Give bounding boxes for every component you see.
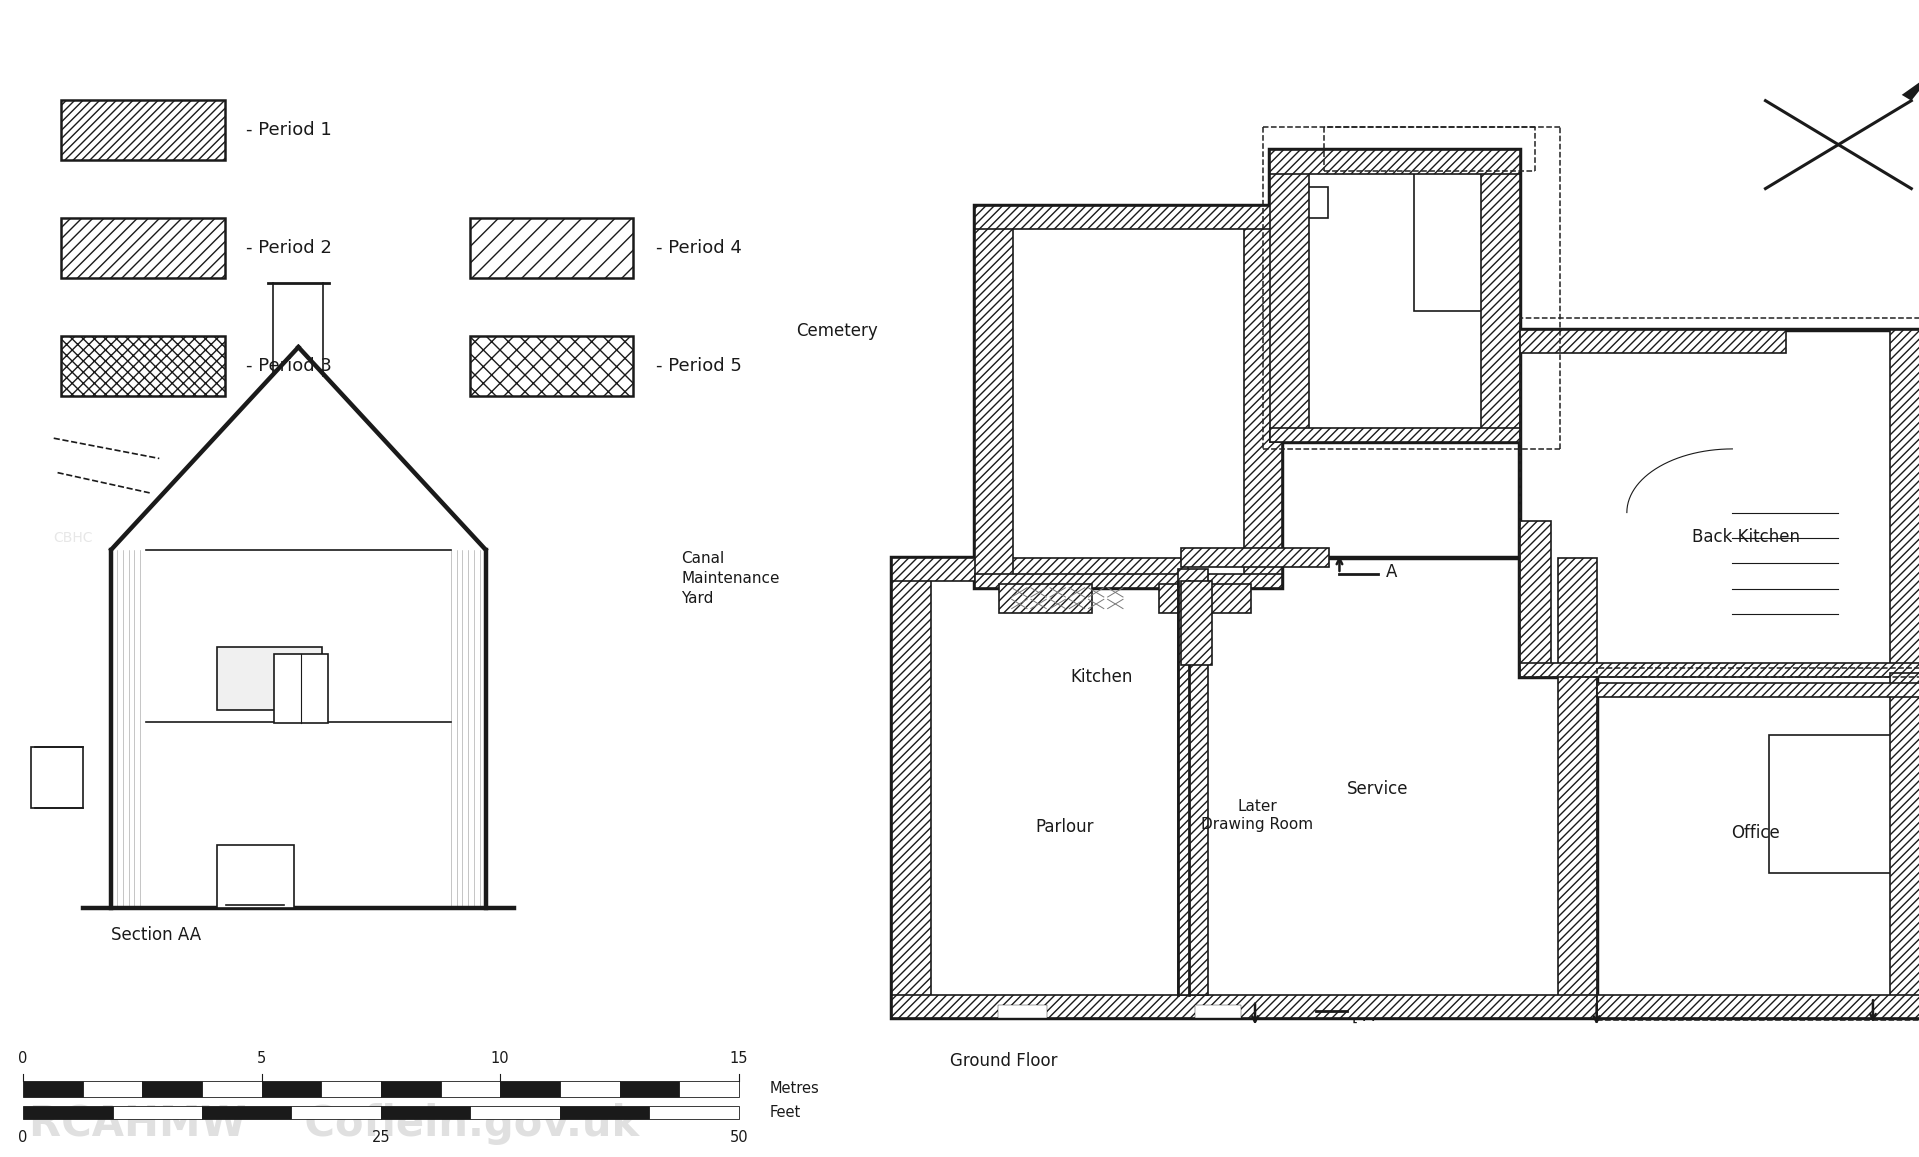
Bar <box>320 1081 380 1097</box>
Bar <box>975 206 1013 588</box>
Bar <box>1000 584 1092 613</box>
Text: 15: 15 <box>729 1051 748 1066</box>
Text: - Period 4: - Period 4 <box>656 238 743 257</box>
Text: Section AA: Section AA <box>111 926 201 944</box>
Bar <box>1597 673 1919 1018</box>
Text: CBHC: CBHC <box>54 531 94 545</box>
Text: Parlour: Parlour <box>1036 818 1094 837</box>
Bar <box>274 654 328 723</box>
Text: 10: 10 <box>491 1051 510 1066</box>
Text: 25: 25 <box>372 1130 390 1145</box>
Text: - Period 1: - Period 1 <box>246 120 332 139</box>
Bar <box>1282 187 1328 218</box>
Bar <box>1769 736 1909 874</box>
Bar <box>1890 673 1919 1018</box>
Bar <box>61 336 225 396</box>
Bar <box>201 1081 261 1097</box>
Bar <box>470 218 633 278</box>
Bar <box>380 1106 470 1119</box>
Bar <box>620 1081 679 1097</box>
Bar <box>975 574 1282 588</box>
Bar <box>1196 1005 1242 1018</box>
Text: Service: Service <box>1347 780 1409 798</box>
Bar <box>1244 206 1282 588</box>
Bar <box>261 1081 320 1097</box>
Text: Ground Floor: Ground Floor <box>950 1052 1057 1070</box>
Text: Feet: Feet <box>770 1105 800 1120</box>
Bar <box>31 747 83 808</box>
Bar <box>1520 330 1919 677</box>
Bar <box>113 1106 201 1119</box>
Bar <box>1180 581 1211 665</box>
Bar <box>441 1081 501 1097</box>
Bar <box>649 1106 739 1119</box>
Text: Canal
Maintenance
Yard: Canal Maintenance Yard <box>681 551 779 606</box>
Bar <box>975 206 1282 229</box>
Bar <box>1414 150 1520 311</box>
Bar <box>892 995 1597 1018</box>
Bar <box>23 1106 113 1119</box>
Bar <box>217 647 322 710</box>
Bar <box>1270 150 1309 442</box>
Bar <box>1180 548 1330 567</box>
Text: 0: 0 <box>19 1130 27 1145</box>
Bar <box>142 1081 201 1097</box>
Bar <box>292 1106 380 1119</box>
Bar <box>1481 150 1520 442</box>
Text: - Period 5: - Period 5 <box>656 356 743 375</box>
Polygon shape <box>1902 72 1919 101</box>
Bar <box>1890 330 1919 677</box>
Bar <box>470 1106 560 1119</box>
Bar <box>1270 428 1520 442</box>
Text: Metres: Metres <box>770 1082 819 1096</box>
Bar <box>1597 995 1919 1018</box>
Bar <box>1558 558 1597 1018</box>
Bar <box>1270 150 1520 174</box>
Bar <box>23 1081 83 1097</box>
Bar <box>892 558 931 1018</box>
Bar <box>1178 569 1209 995</box>
Bar <box>560 1081 620 1097</box>
Text: - Period 2: - Period 2 <box>246 238 332 257</box>
Bar <box>217 845 294 908</box>
Bar <box>1520 521 1551 677</box>
Bar <box>892 558 1597 1018</box>
Text: 5: 5 <box>257 1051 267 1066</box>
Text: A: A <box>1386 562 1397 581</box>
Bar <box>998 1005 1048 1018</box>
Text: RCAHMW    Coflein.gov.uk: RCAHMW Coflein.gov.uk <box>29 1104 639 1145</box>
Bar <box>83 1081 142 1097</box>
Text: $\lfloor$ A: $\lfloor$ A <box>1351 1007 1376 1025</box>
Bar <box>470 336 633 396</box>
Text: Cemetery: Cemetery <box>796 322 879 340</box>
Text: 50: 50 <box>729 1130 748 1145</box>
Bar <box>1597 683 1919 697</box>
Bar <box>1159 584 1251 613</box>
Text: Office: Office <box>1731 824 1781 842</box>
Bar <box>1520 330 1785 353</box>
Text: Kitchen: Kitchen <box>1071 668 1132 686</box>
Bar <box>560 1106 649 1119</box>
Bar <box>1520 663 1919 677</box>
Text: 0: 0 <box>19 1051 27 1066</box>
Text: - Period 3: - Period 3 <box>246 356 332 375</box>
Bar <box>975 206 1282 588</box>
Bar <box>501 1081 560 1097</box>
Text: Later
Drawing Room: Later Drawing Room <box>1201 798 1313 833</box>
Bar <box>892 558 1188 581</box>
Bar <box>61 218 225 278</box>
Bar <box>380 1081 441 1097</box>
Bar <box>61 100 225 160</box>
Bar <box>679 1081 739 1097</box>
Bar <box>201 1106 292 1119</box>
Bar <box>1270 150 1520 442</box>
Text: Back Kitchen: Back Kitchen <box>1693 528 1800 546</box>
